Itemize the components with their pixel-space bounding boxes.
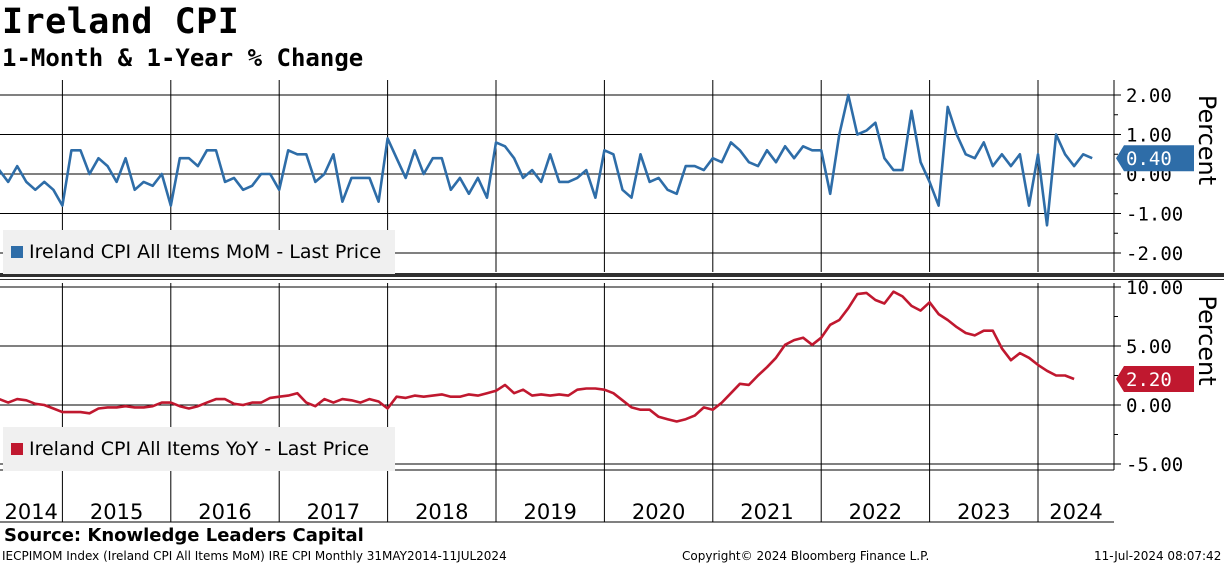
panel-separator xyxy=(0,273,1224,277)
mom-last-value-flag xyxy=(1116,145,1194,172)
y-tick-label: 0.00 xyxy=(1126,395,1172,417)
yoy-legend-swatch xyxy=(11,443,23,455)
y-tick-label: -1.00 xyxy=(1126,204,1183,226)
x-tick-label: 2019 xyxy=(523,500,576,524)
chart-subtitle: 1-Month & 1-Year % Change xyxy=(2,44,364,72)
y-axis-title: Percent xyxy=(1193,295,1221,385)
x-tick-label: 2017 xyxy=(307,500,360,524)
yoy-last-value-flag xyxy=(1116,366,1194,393)
x-tick-label: 2018 xyxy=(415,500,468,524)
x-tick-label: 2024 xyxy=(1049,500,1102,524)
yoy-series-line xyxy=(0,290,1075,423)
x-tick-label: 2023 xyxy=(957,500,1010,524)
x-tick-label: 2022 xyxy=(849,500,902,524)
mom-last-value-label: 0.40 xyxy=(1126,148,1172,170)
x-tick-label: 2016 xyxy=(198,500,251,524)
source-note: Source: Knowledge Leaders Capital xyxy=(4,525,364,546)
x-tick-label: 2014 xyxy=(4,500,57,524)
mom-legend-swatch xyxy=(11,246,23,258)
yoy-last-value-label: 2.20 xyxy=(1126,369,1172,391)
yoy-legend: Ireland CPI All Items YoY - Last Price xyxy=(3,427,395,471)
y-axis-title: Percent xyxy=(1193,95,1221,185)
mom-series-line xyxy=(0,93,1093,227)
y-tick-label: 1.00 xyxy=(1126,125,1172,147)
x-tick-label: 2021 xyxy=(740,500,793,524)
y-tick-label: 2.00 xyxy=(1126,85,1172,107)
y-tick-label: 10.00 xyxy=(1126,277,1183,299)
panel-separator-thin xyxy=(0,279,1224,280)
axis-layer: 2.00 1.00 0.00 -1.00 -2.00 Percent 0.40 10.00 5.… xyxy=(0,80,1224,524)
chart-title: Ireland CPI xyxy=(2,2,240,42)
y-tick-label: 5.00 xyxy=(1126,336,1172,358)
series-layer xyxy=(0,93,1093,423)
ticker-info: IECPIMOM Index (Ireland CPI All Items Mo… xyxy=(2,549,507,563)
mom-legend-label: Ireland CPI All Items MoM - Last Price xyxy=(29,241,382,263)
y-tick-label: -5.00 xyxy=(1126,454,1183,476)
x-tick-label: 2015 xyxy=(90,500,143,524)
timestamp: 11-Jul-2024 08:07:42 xyxy=(1094,549,1222,563)
x-tick-label: 2020 xyxy=(632,500,685,524)
y-tick-label: -2.00 xyxy=(1126,243,1183,265)
copyright-note: Copyright© 2024 Bloomberg Finance L.P. xyxy=(682,549,930,563)
mom-legend: Ireland CPI All Items MoM - Last Price xyxy=(3,230,395,274)
yoy-legend-label: Ireland CPI All Items YoY - Last Price xyxy=(29,438,370,460)
